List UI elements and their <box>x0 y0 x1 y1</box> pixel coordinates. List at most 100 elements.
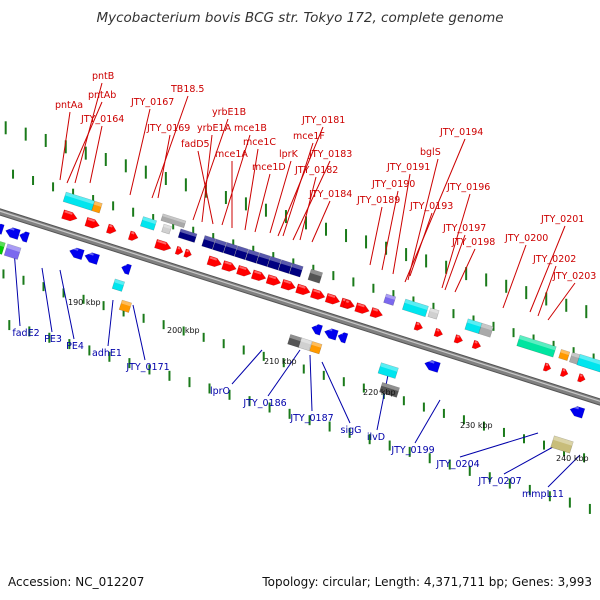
leader-line <box>459 432 539 458</box>
reverse-gene <box>424 359 441 373</box>
forward-gene-label: mce1D <box>252 162 286 173</box>
forward-gene-label: JTY_0181 <box>301 115 345 126</box>
reverse-gene-label: JTY_0171 <box>125 362 169 373</box>
leader-line <box>254 173 271 233</box>
forward-gene-label: JTY_0190 <box>371 179 415 190</box>
reverse-gene-label: JTY_0207 <box>477 476 521 487</box>
forward-gene-label: JTY_0198 <box>451 237 495 248</box>
leader-line <box>132 304 146 361</box>
leader-line <box>157 134 171 199</box>
forward-gene <box>278 259 293 274</box>
forward-gene <box>61 209 78 222</box>
leader-line <box>381 190 399 271</box>
leader-line <box>41 267 53 333</box>
reverse-gene <box>377 362 399 379</box>
forward-gene-label: JTY_0200 <box>504 233 548 244</box>
reverse-gene <box>0 240 6 255</box>
forward-gene <box>295 283 311 296</box>
reverse-gene <box>379 382 400 398</box>
reverse-gene <box>298 337 313 352</box>
reverse-gene <box>0 223 5 235</box>
reverse-gene <box>118 299 132 313</box>
forward-gene <box>212 238 227 254</box>
leader-line <box>107 299 114 347</box>
reverse-gene-label: mmpL11 <box>522 489 564 500</box>
forward-gene <box>221 260 237 272</box>
forward-gene <box>433 327 444 338</box>
leader-line <box>231 349 263 385</box>
leader-line <box>547 454 581 488</box>
forward-gene <box>471 339 482 350</box>
forward-gene <box>250 269 267 282</box>
forward-gene <box>223 242 238 257</box>
forward-gene <box>154 238 172 252</box>
forward-gene <box>183 248 192 258</box>
forward-gene-label: bglS <box>420 147 441 158</box>
forward-gene-label: pntAb <box>88 90 116 101</box>
leader-line <box>13 249 21 327</box>
forward-gene-label: yrbE1B <box>212 107 246 118</box>
kbp-label: 220 kbp <box>363 388 396 397</box>
forward-gene-label: JTY_0191 <box>386 162 430 173</box>
reverse-gene <box>5 226 21 240</box>
forward-gene <box>160 213 187 229</box>
leader-line <box>441 193 471 289</box>
leader-line <box>392 173 411 275</box>
forward-gene-label: JTY_0202 <box>532 254 576 265</box>
leader-line <box>292 160 331 241</box>
map-title: Mycobacterium bovis BCG str. Tokyo 172, … <box>96 10 504 26</box>
tick-marks <box>2 121 595 514</box>
gene-features <box>0 191 600 454</box>
forward-gene <box>280 278 296 291</box>
forward-gene-label: JTY_0203 <box>552 271 596 282</box>
reverse-gene <box>3 243 22 260</box>
leader-line <box>529 225 566 313</box>
leader-line <box>404 138 466 283</box>
leader-line <box>414 399 441 444</box>
reverse-gene-label: JTY_0204 <box>435 459 479 470</box>
leader-line <box>282 142 314 237</box>
leader-line <box>311 200 331 243</box>
kbp-label: 190 kbp <box>68 298 101 307</box>
leader-line <box>74 82 103 184</box>
forward-gene-label: TB18.5 <box>170 84 204 95</box>
reverse-gene <box>121 263 132 276</box>
forward-gene-label: mce1C <box>243 137 276 148</box>
leader-line <box>407 158 439 281</box>
reverse-gene-label: JTY_0199 <box>390 445 434 456</box>
genome-backbone <box>0 208 600 406</box>
label-leader-lines <box>13 82 581 488</box>
forward-gene <box>84 216 100 229</box>
forward-gene <box>140 216 157 231</box>
reverse-gene <box>111 278 125 292</box>
leader-line <box>409 212 433 277</box>
forward-gene-label: JTY_0196 <box>446 182 490 193</box>
reverse-gene <box>337 331 349 344</box>
forward-gene-label: JTY_0183 <box>308 149 352 160</box>
backbone-highlight <box>0 210 600 402</box>
topology-text: Topology: circular; Length: 4,371,711 bp… <box>262 575 592 589</box>
reverse-gene <box>287 334 303 348</box>
forward-gene <box>234 245 249 261</box>
leader-line <box>197 150 214 225</box>
reverse-gene-label: PE3 <box>44 334 62 345</box>
forward-gene <box>576 353 600 374</box>
leader-line <box>192 118 229 221</box>
forward-gene <box>383 293 397 306</box>
leader-line <box>547 282 576 321</box>
forward-gene-label: JTY_0193 <box>409 201 453 212</box>
kbp-label: 200 kbp <box>167 326 200 335</box>
leader-line <box>269 160 292 234</box>
forward-gene <box>478 322 494 338</box>
forward-gene <box>453 334 464 344</box>
leader-line <box>454 248 476 293</box>
forward-gene-label: pntB <box>92 71 114 82</box>
accession-text: Accession: NC_012207 <box>8 575 145 589</box>
forward-gene <box>256 252 271 267</box>
leader-line <box>369 206 383 266</box>
forward-gene <box>559 367 569 377</box>
forward-gene <box>558 349 571 361</box>
forward-gene <box>309 288 326 300</box>
forward-gene-label: mce1A <box>215 149 248 160</box>
